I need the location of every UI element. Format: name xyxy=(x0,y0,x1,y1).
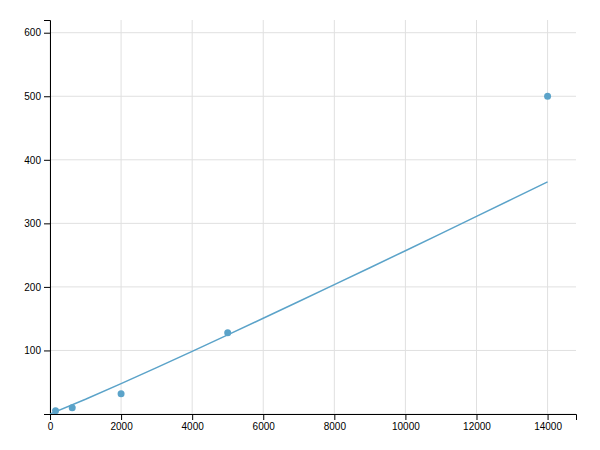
point xyxy=(224,329,231,336)
grid-line xyxy=(405,20,406,414)
grid-line xyxy=(263,20,264,414)
tick-mark xyxy=(44,287,50,288)
grid-line xyxy=(334,20,335,414)
y-axis: 100 200 300 400 500 600 xyxy=(24,21,50,415)
grid-line xyxy=(50,96,576,97)
tick-mark xyxy=(334,414,335,420)
tick: 2000 xyxy=(110,414,133,432)
tick-label: 10000 xyxy=(392,421,420,432)
tick-mark xyxy=(44,33,50,34)
tick-mark xyxy=(263,414,264,420)
tick-mark xyxy=(44,414,50,415)
tick-mark xyxy=(192,414,193,420)
tick-label: 200 xyxy=(24,282,41,293)
tick-label: 500 xyxy=(24,91,41,102)
tick: 300 xyxy=(24,218,50,229)
x-axis: 0 2000 4000 6000 8000 10000 12000 14000 xyxy=(48,414,577,432)
tick-label: 4000 xyxy=(182,421,205,432)
tick xyxy=(44,414,50,415)
tick-mark xyxy=(476,414,477,420)
tick-label: 6000 xyxy=(253,421,276,432)
grid-line xyxy=(50,286,576,287)
point xyxy=(52,407,59,414)
tick: 6000 xyxy=(253,414,276,432)
tick: 100 xyxy=(24,345,50,356)
tick: 400 xyxy=(24,155,50,166)
point xyxy=(544,93,551,100)
tick: 0 xyxy=(48,414,54,432)
tick-label: 14000 xyxy=(534,421,562,432)
grid xyxy=(50,20,576,414)
grid-line xyxy=(192,20,193,414)
tick-label: 0 xyxy=(48,421,54,432)
point xyxy=(69,404,76,411)
marks xyxy=(50,93,551,414)
grid-line xyxy=(547,20,548,414)
tick-mark xyxy=(121,414,122,420)
fit-line xyxy=(50,182,548,414)
grid-line xyxy=(50,223,576,224)
tick-label: 2000 xyxy=(110,421,133,432)
tick-label: 600 xyxy=(24,27,41,38)
tick-mark xyxy=(44,350,50,351)
grid-line xyxy=(121,20,122,414)
plot: 0 2000 4000 6000 8000 10000 12000 14000 100 200 30… xyxy=(24,20,576,432)
tick-mark xyxy=(405,414,406,420)
tick: 500 xyxy=(24,91,50,102)
axis-line xyxy=(51,415,577,421)
axis-line xyxy=(44,21,51,415)
tick-mark xyxy=(44,223,50,224)
tick: 600 xyxy=(24,27,50,38)
tick: 4000 xyxy=(182,414,205,432)
grid-line xyxy=(50,350,576,351)
tick-label: 300 xyxy=(24,218,41,229)
tick: 12000 xyxy=(463,414,491,432)
tick-mark xyxy=(44,96,50,97)
tick-label: 12000 xyxy=(463,421,491,432)
tick: 10000 xyxy=(392,414,420,432)
tick-label: 8000 xyxy=(324,421,347,432)
tick-label: 100 xyxy=(24,345,41,356)
chart: 0 2000 4000 6000 8000 10000 12000 14000 100 200 30… xyxy=(0,0,600,450)
tick: 14000 xyxy=(534,414,562,432)
tick-mark xyxy=(548,414,549,420)
tick: 200 xyxy=(24,282,50,293)
tick-label: 400 xyxy=(24,155,41,166)
grid-line xyxy=(50,32,576,33)
tick: 8000 xyxy=(324,414,347,432)
tick-mark xyxy=(44,160,50,161)
point xyxy=(118,390,125,397)
grid-line xyxy=(50,159,576,160)
